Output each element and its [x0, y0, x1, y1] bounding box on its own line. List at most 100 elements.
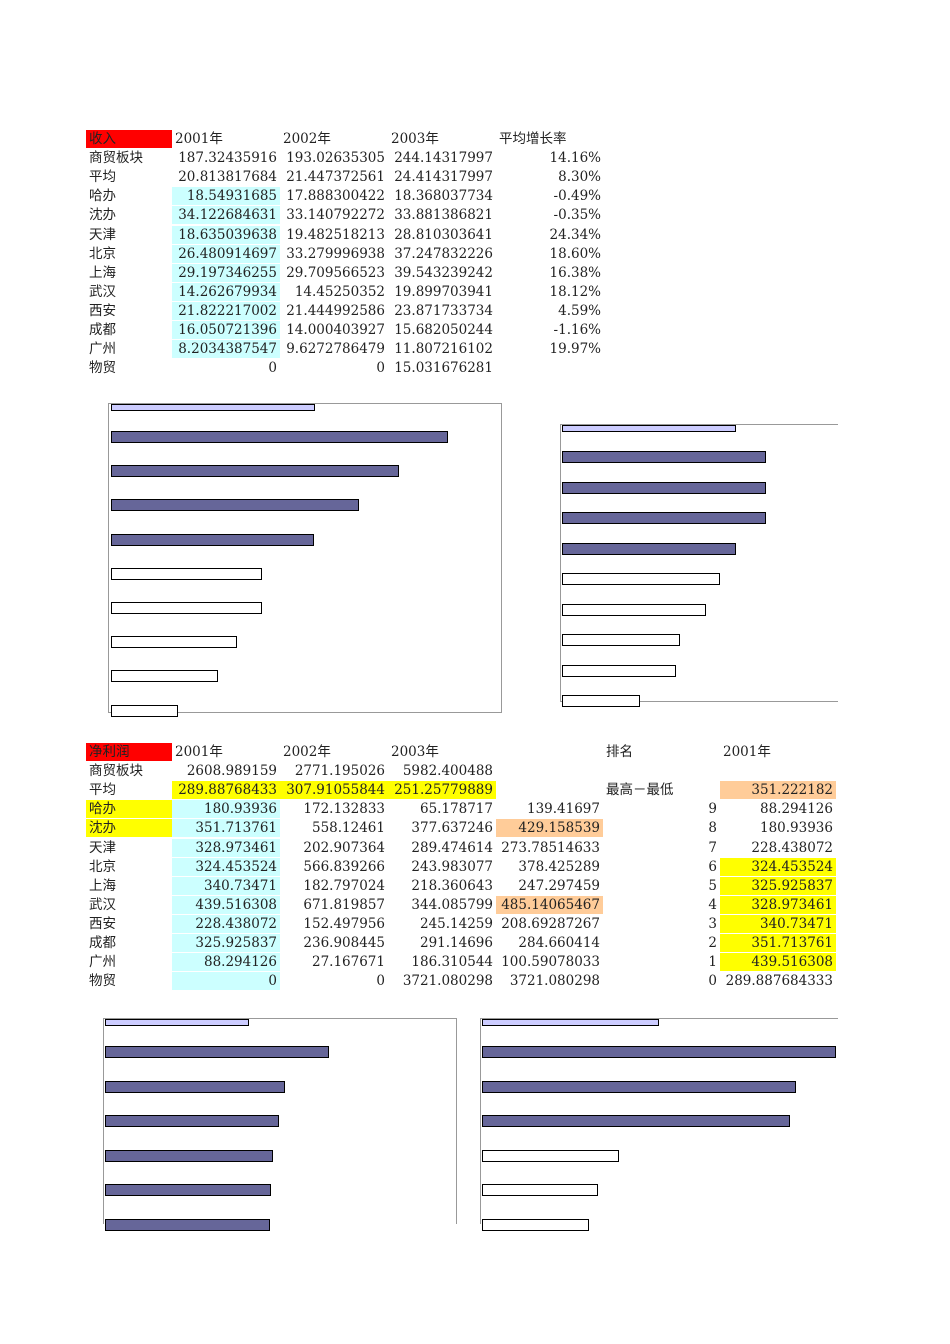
revenue-cell-2002[interactable]: 33.279996938 — [286, 246, 385, 262]
revenue-cell-growth[interactable]: -0.35% — [553, 207, 601, 223]
profit-cell-rank-num[interactable]: 8 — [708, 820, 717, 836]
profit-cell-2002[interactable]: 152.497956 — [303, 916, 385, 932]
profit-cell-2001[interactable]: 0 — [172, 972, 280, 990]
revenue-cell-2001[interactable]: 34.122684631 — [172, 206, 280, 224]
revenue-cell-2003[interactable]: 39.543239242 — [394, 265, 493, 281]
profit-cell-2003[interactable]: 251.25779889 — [388, 781, 496, 799]
profit-cell-2001[interactable]: 324.453524 — [172, 858, 280, 876]
revenue-header-y2002[interactable]: 2002年 — [283, 131, 331, 147]
profit-row-name[interactable]: 平均 — [89, 782, 116, 798]
revenue-cell-2002[interactable]: 14.45250352 — [294, 284, 385, 300]
profit-cell-col4[interactable]: 273.78514633 — [501, 840, 600, 856]
profit-row-name[interactable]: 商贸板块 — [89, 763, 143, 779]
revenue-cell-2001[interactable]: 8.2034387547 — [172, 340, 280, 358]
revenue-cell-2003[interactable]: 15.031676281 — [394, 360, 493, 376]
profit-row-name[interactable]: 哈办 — [86, 800, 172, 818]
revenue-cell-2001[interactable]: 21.822217002 — [172, 302, 280, 320]
revenue-cell-2001[interactable]: 14.262679934 — [172, 283, 280, 301]
profit-cell-2003[interactable]: 3721.080298 — [402, 973, 493, 989]
revenue-cell-2003[interactable]: 23.871733734 — [394, 303, 493, 319]
profit-cell-rank-num[interactable]: 3 — [708, 916, 717, 932]
profit-cell-rank-value[interactable]: 351.713761 — [720, 934, 836, 952]
profit-cell-rank-num[interactable]: 9 — [708, 801, 717, 817]
revenue-row-name[interactable]: 武汉 — [89, 284, 116, 300]
revenue-row-name[interactable]: 哈办 — [89, 188, 116, 204]
profit-cell-2003[interactable]: 186.310544 — [411, 954, 493, 970]
profit-cell-rank-value[interactable]: 325.925837 — [720, 877, 836, 895]
profit-cell-2002[interactable]: 27.167671 — [311, 954, 385, 970]
profit-header-rank[interactable]: 排名 — [606, 744, 633, 760]
revenue-cell-2001[interactable]: 18.635039638 — [172, 226, 280, 244]
revenue-cell-2002[interactable]: 21.447372561 — [286, 169, 385, 185]
profit-cell-2003[interactable]: 344.085799 — [411, 897, 493, 913]
revenue-row-name[interactable]: 西安 — [89, 303, 116, 319]
revenue-row-name[interactable]: 北京 — [89, 246, 116, 262]
profit-row-name[interactable]: 北京 — [89, 859, 116, 875]
revenue-row-name[interactable]: 物贸 — [89, 360, 116, 376]
profit-row-name[interactable]: 上海 — [89, 878, 116, 894]
profit-cell-rank-value[interactable]: 180.93936 — [759, 820, 833, 836]
revenue-row-name[interactable]: 上海 — [89, 265, 116, 281]
profit-cell-2003[interactable]: 377.637246 — [411, 820, 493, 836]
revenue-cell-growth[interactable]: 18.12% — [549, 284, 601, 300]
revenue-cell-2003[interactable]: 33.881386821 — [394, 207, 493, 223]
profit-cell-2001[interactable]: 180.93936 — [172, 800, 280, 818]
revenue-row-name[interactable]: 平均 — [89, 169, 116, 185]
profit-cell-2003[interactable]: 65.178717 — [419, 801, 493, 817]
profit-header-label[interactable]: 净利润 — [86, 743, 172, 761]
profit-cell-col4[interactable]: 247.297459 — [518, 878, 600, 894]
profit-cell-rank-num[interactable]: 0 — [708, 973, 717, 989]
profit-cell-2002[interactable]: 172.132833 — [303, 801, 385, 817]
profit-cell-2002[interactable]: 2771.195026 — [294, 763, 385, 779]
profit-cell-rank-value[interactable]: 324.453524 — [720, 858, 836, 876]
revenue-header-growth[interactable]: 平均增长率 — [499, 131, 567, 147]
profit-cell-2002[interactable]: 671.819857 — [303, 897, 385, 913]
revenue-cell-growth[interactable]: 8.30% — [558, 169, 601, 185]
revenue-cell-2002[interactable]: 21.444992586 — [286, 303, 385, 319]
profit-row-name[interactable]: 西安 — [89, 916, 116, 932]
revenue-cell-2002[interactable]: 19.482518213 — [286, 227, 385, 243]
revenue-row-name[interactable]: 商贸板块 — [89, 150, 143, 166]
revenue-row-name[interactable]: 广州 — [89, 341, 116, 357]
revenue-cell-2002[interactable]: 193.02635305 — [286, 150, 385, 166]
profit-row-name[interactable]: 物贸 — [89, 973, 116, 989]
revenue-row-name[interactable]: 成都 — [89, 322, 116, 338]
profit-cell-2003[interactable]: 291.14696 — [419, 935, 493, 951]
profit-cell-col4[interactable]: 208.69287267 — [501, 916, 600, 932]
profit-cell-2002[interactable]: 307.91055844 — [280, 781, 388, 799]
revenue-cell-growth[interactable] — [496, 359, 604, 377]
profit-cell-col4[interactable]: 100.59078033 — [501, 954, 600, 970]
profit-cell-2002[interactable]: 202.907364 — [303, 840, 385, 856]
profit-cell-2002[interactable]: 0 — [376, 973, 385, 989]
revenue-header-label[interactable]: 收入 — [86, 130, 172, 148]
profit-cell-col4[interactable]: 485.14065467 — [496, 896, 603, 914]
profit-cell-rank-label[interactable]: 最高－最低 — [606, 782, 674, 798]
revenue-cell-2003[interactable]: 37.247832226 — [394, 246, 493, 262]
revenue-cell-growth[interactable]: 24.34% — [549, 227, 601, 243]
revenue-cell-2001[interactable]: 26.480914697 — [172, 245, 280, 263]
revenue-cell-growth[interactable]: -1.16% — [553, 322, 601, 338]
revenue-cell-2001[interactable]: 18.54931685 — [172, 187, 280, 205]
profit-cell-rank-num[interactable]: 6 — [708, 859, 717, 875]
profit-cell-2003[interactable]: 289.474614 — [411, 840, 493, 856]
profit-cell-rank-value[interactable]: 351.222182 — [720, 781, 836, 799]
profit-cell-2001[interactable]: 351.713761 — [172, 819, 280, 837]
revenue-cell-2003[interactable]: 19.899703941 — [394, 284, 493, 300]
profit-cell-rank-value[interactable]: 439.516308 — [720, 953, 836, 971]
profit-cell-rank-value[interactable]: 289.887684333 — [725, 973, 833, 989]
revenue-cell-growth[interactable]: 14.16% — [549, 150, 601, 166]
profit-cell-2001[interactable]: 289.88768433 — [172, 781, 280, 799]
profit-cell-rank-num[interactable]: 5 — [708, 878, 717, 894]
profit-cell-2003[interactable]: 5982.400488 — [402, 763, 493, 779]
revenue-cell-growth[interactable]: 16.38% — [549, 265, 601, 281]
profit-header-rank-year[interactable]: 2001年 — [723, 744, 771, 760]
profit-cell-2001[interactable]: 2608.989159 — [186, 763, 277, 779]
profit-header-2002[interactable]: 2002年 — [283, 744, 331, 760]
revenue-cell-2002[interactable]: 29.709566523 — [286, 265, 385, 281]
profit-cell-rank-value[interactable]: 228.438072 — [751, 840, 833, 856]
revenue-cell-2002[interactable]: 33.140792272 — [286, 207, 385, 223]
revenue-cell-2001[interactable]: 29.197346255 — [172, 264, 280, 282]
profit-header-2003[interactable]: 2003年 — [391, 744, 439, 760]
profit-cell-2003[interactable]: 245.14259 — [419, 916, 493, 932]
profit-cell-col4[interactable]: 378.425289 — [518, 859, 600, 875]
